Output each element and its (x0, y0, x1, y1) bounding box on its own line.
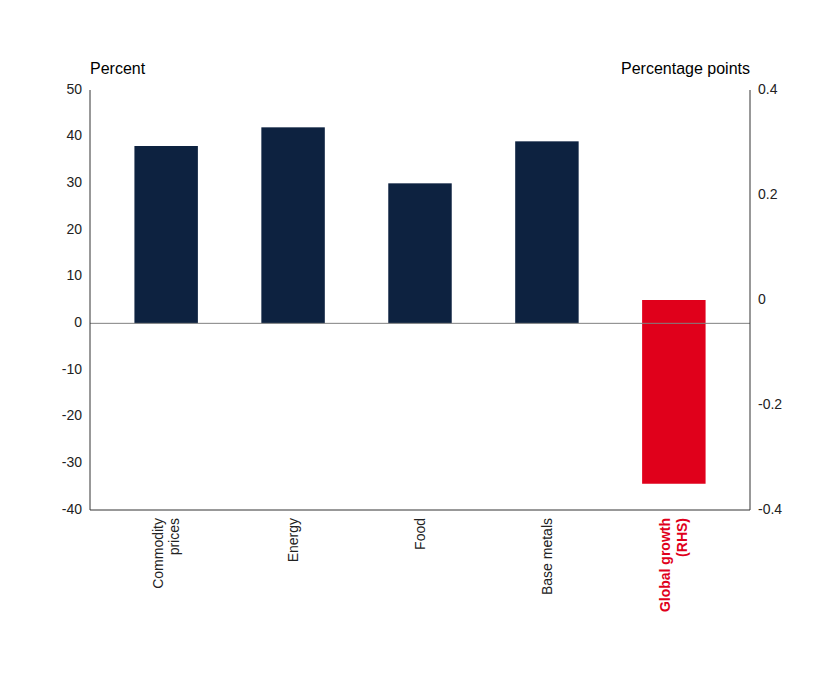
bar (388, 183, 451, 323)
x-tick-label: Global growth(RHS) (657, 518, 690, 612)
y2-axis-label: Percentage points (621, 60, 750, 77)
bar (261, 127, 324, 323)
y2-axis-line (750, 90, 751, 510)
x-tick-label: Commodityprices (150, 518, 183, 589)
tick-label: 0.2 (758, 186, 778, 202)
x-tick-label: Base metals (539, 518, 555, 595)
tick-label: -10 (62, 361, 82, 377)
tick-label: 40 (66, 127, 82, 143)
chart-container: -40 -30 -20 -10 0 10 20 30 40 50 -0.4 -0.2 0 0.2 0.4 Co… (0, 0, 840, 700)
tick-label: 50 (66, 81, 82, 97)
tick-label: -0.2 (758, 396, 782, 412)
tick-label: 0.4 (758, 81, 778, 97)
tick-label: 20 (66, 221, 82, 237)
x-tick-label: Energy (285, 518, 301, 562)
tick-label: -30 (62, 454, 82, 470)
tick-label: -20 (62, 407, 82, 423)
tick-label: 0 (74, 314, 82, 330)
x-axis-line (90, 510, 750, 511)
tick-label: -40 (62, 501, 82, 517)
tick-label: -0.4 (758, 501, 782, 517)
chart: -40 -30 -20 -10 0 10 20 30 40 50 -0.4 -0.2 0 0.2 0.4 Co… (0, 0, 840, 700)
tick-label: 0 (758, 291, 766, 307)
bar (134, 146, 197, 323)
tick-label: 30 (66, 174, 82, 190)
x-tick-label: Food (412, 518, 428, 550)
y-axis-line (90, 90, 91, 510)
tick-label: 10 (66, 267, 82, 283)
y-axis-label: Percent (90, 60, 146, 77)
bar (642, 300, 705, 484)
zero-line (90, 323, 750, 324)
plot-area (134, 127, 705, 483)
bar (515, 141, 578, 323)
